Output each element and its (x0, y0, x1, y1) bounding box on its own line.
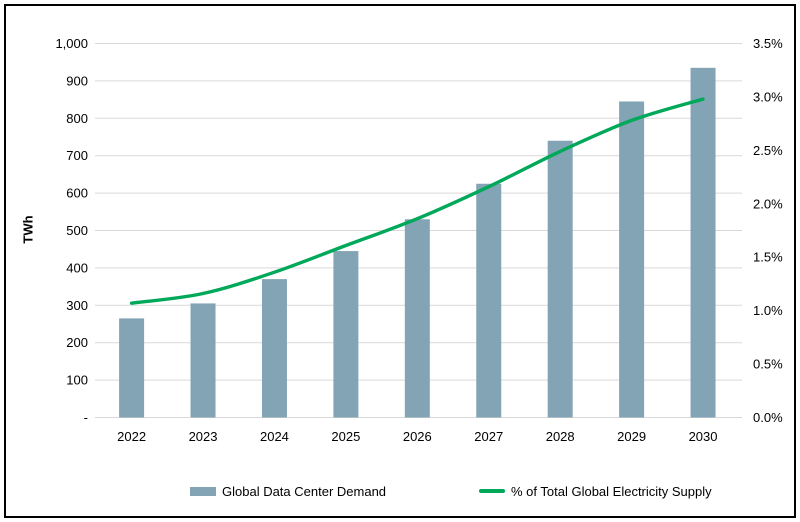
left-axis-tick-label: 1,000 (55, 36, 88, 51)
left-axis-tick-label: 900 (66, 73, 88, 88)
bar-series-swatch (190, 486, 216, 496)
x-axis-tick-label: 2026 (403, 429, 432, 444)
bar-2029 (619, 101, 645, 418)
legend-item-line: % of Total Global Electricity Supply (479, 482, 712, 500)
bar-2024 (261, 279, 287, 418)
legend-label-line: % of Total Global Electricity Supply (511, 483, 712, 499)
right-axis-tick-label: 1.0% (753, 303, 783, 318)
x-axis-tick-label: 2024 (260, 429, 289, 444)
bar-2028 (547, 140, 573, 418)
left-axis-tick-label: 800 (66, 111, 88, 126)
left-axis-tick-label: 600 (66, 186, 88, 201)
left-axis-tick-label: 200 (66, 335, 88, 350)
left-axis-tick-label: 700 (66, 148, 88, 163)
left-axis-tick-label: - (84, 410, 88, 425)
left-axis-tick-label: 100 (66, 373, 88, 388)
left-axis-tick-label: 500 (66, 223, 88, 238)
percent-of-supply-line (129, 97, 705, 305)
bar-2026 (404, 219, 430, 418)
bar-2023 (190, 303, 216, 418)
x-axis-tick-label: 2023 (189, 429, 218, 444)
bar-2025 (333, 251, 359, 418)
y-axis-title: TWh (20, 215, 36, 244)
x-axis-tick-label: 2025 (331, 429, 360, 444)
x-axis-tick-label: 2022 (117, 429, 146, 444)
right-axis-tick-label: 1.5% (753, 250, 783, 265)
x-axis-tick-label: 2027 (474, 429, 503, 444)
right-axis-tick-label: 0.5% (753, 357, 783, 372)
bar-2027 (476, 183, 502, 418)
x-axis-tick-label: 2029 (617, 429, 646, 444)
x-axis-tick-label: 2028 (546, 429, 575, 444)
right-axis-tick-label: 2.5% (753, 143, 783, 158)
chart-frame-border (4, 4, 796, 518)
left-axis-tick-label: 300 (66, 298, 88, 313)
right-axis-tick-label: 3.0% (753, 89, 783, 104)
line-series-swatch (479, 489, 505, 493)
x-axis-tick-label: 2030 (689, 429, 718, 444)
right-axis-tick-label: 2.0% (753, 196, 783, 211)
bar-2022 (119, 318, 145, 418)
right-axis-tick-label: 0.0% (753, 410, 783, 425)
legend-label-bars: Global Data Center Demand (222, 483, 387, 499)
right-axis-tick-label: 3.5% (753, 36, 783, 51)
left-axis-tick-label: 400 (66, 260, 88, 275)
legend-item-bars: Global Data Center Demand (190, 482, 386, 500)
bar-2030 (690, 67, 716, 418)
